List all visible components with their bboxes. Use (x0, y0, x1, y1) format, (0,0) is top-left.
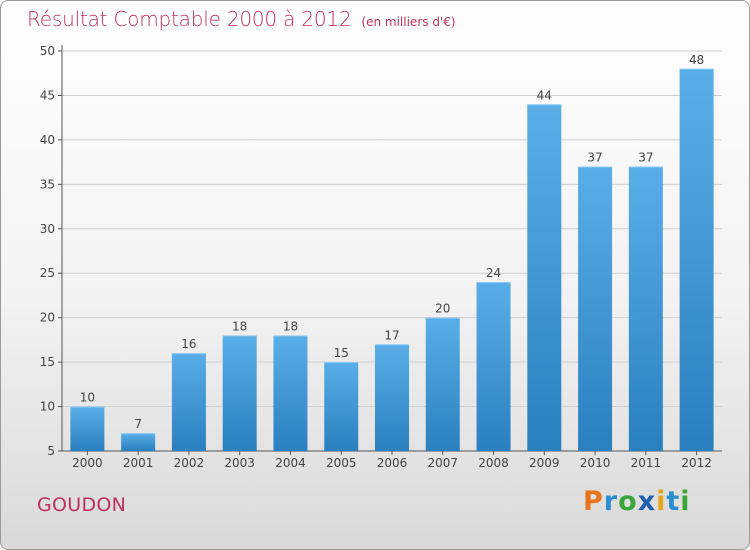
x-tick-label-2009: 2009 (529, 456, 560, 470)
bar-2010 (578, 166, 613, 452)
x-tick-label-2008: 2008 (478, 456, 509, 470)
chart-title: Résultat Comptable 2000 à 2012 (27, 7, 352, 31)
y-tick-label: 5 (47, 444, 55, 458)
bars (70, 68, 714, 452)
data-label-2008: 24 (486, 266, 501, 280)
y-tick-label: 30 (40, 222, 55, 236)
chart-title-block: Résultat Comptable 2000 à 2012 (en millie… (27, 7, 456, 31)
data-labels: 10 7 16 18 18 15 17 20 24 44 37 37 48 (80, 53, 705, 431)
x-tick-label-2012: 2012 (681, 456, 712, 470)
x-tick-label-2002: 2002 (174, 456, 205, 470)
logo-letter: r (603, 486, 619, 517)
bar-2001 (121, 433, 156, 451)
x-tick-label-2005: 2005 (326, 456, 357, 470)
data-label-2001: 7 (134, 417, 142, 431)
data-label-2007: 20 (435, 302, 450, 316)
logo-letter: x (637, 486, 657, 517)
bar-2003 (222, 335, 257, 451)
bar-2009 (527, 104, 562, 451)
bar-2004 (273, 335, 308, 451)
logo-letter: t (666, 486, 681, 517)
y-tick-label: 25 (40, 266, 55, 280)
bar-2006 (375, 344, 409, 451)
bar-2002 (171, 353, 206, 451)
x-tick-label-2007: 2007 (427, 456, 458, 470)
logo-letter: i (656, 486, 667, 517)
data-label-2003: 18 (232, 319, 247, 333)
y-tick-label: 50 (40, 44, 55, 58)
data-label-2005: 15 (334, 346, 349, 360)
y-tick-label: 20 (40, 311, 55, 325)
bar-2005 (324, 362, 359, 451)
tick-labels: 5 10 15 20 25 30 35 40 45 50 2000 2001 2002 2003 2004 2… (40, 44, 712, 470)
bar-2007 (425, 317, 460, 451)
data-label-2012: 48 (689, 53, 704, 67)
x-tick-label-2006: 2006 (377, 456, 408, 470)
x-tick-label-2000: 2000 (72, 456, 103, 470)
data-label-2000: 10 (80, 391, 95, 405)
bar-2000 (70, 406, 105, 451)
y-tick-label: 15 (40, 355, 55, 369)
y-tick-label: 45 (40, 88, 55, 102)
x-tick-label-2004: 2004 (275, 456, 306, 470)
x-tick-label-2010: 2010 (580, 456, 611, 470)
y-tick-label: 40 (40, 133, 55, 147)
bar-2008 (476, 282, 511, 451)
data-label-2006: 17 (384, 328, 399, 342)
proxiti-logo[interactable]: Proxiti (583, 486, 691, 517)
commune-name: GOUDON (37, 494, 127, 516)
x-tick-label-2001: 2001 (123, 456, 154, 470)
bar-2011 (628, 166, 663, 452)
data-label-2004: 18 (283, 319, 298, 333)
data-label-2009: 44 (537, 88, 552, 102)
bar-2012 (679, 68, 714, 452)
chart-unit: (en milliers d'€) (361, 15, 456, 29)
data-label-2002: 16 (181, 337, 196, 351)
y-tick-label: 10 (40, 400, 55, 414)
logo-letter: o (618, 486, 638, 517)
x-tick-label-2003: 2003 (224, 456, 255, 470)
y-tick-label: 35 (40, 177, 55, 191)
x-tick-label-2011: 2011 (631, 456, 662, 470)
data-label-2011: 37 (638, 151, 653, 165)
logo-letter: i (680, 486, 691, 517)
logo-letter: P (583, 486, 604, 517)
data-label-2010: 37 (587, 151, 602, 165)
